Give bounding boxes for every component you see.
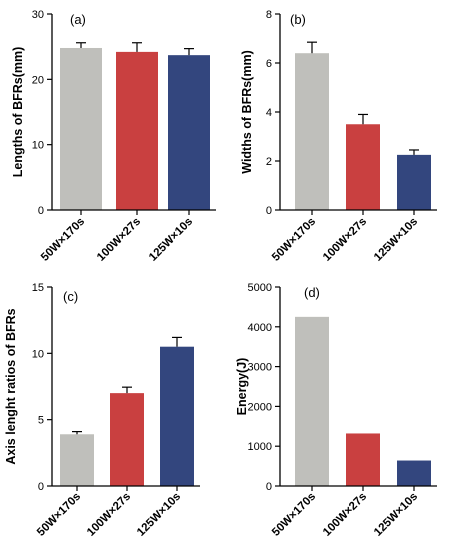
y-tick-label: 3000 (248, 362, 272, 374)
bar-3 (397, 460, 431, 486)
x-tick-label: 50W×170s (39, 216, 87, 264)
bar-3 (168, 55, 210, 210)
bar-1 (295, 316, 329, 486)
y-tick-label: 15 (32, 282, 44, 294)
y-tick-label: 0 (38, 205, 44, 217)
panel-label: (c) (63, 289, 78, 304)
y-tick-label: 5 (38, 415, 44, 427)
bar-1 (60, 47, 102, 211)
y-tick-label: 5000 (248, 282, 272, 294)
x-tick-label: 100W×27s (321, 491, 369, 539)
x-tick-label: 100W×27s (85, 491, 133, 539)
y-tick-label: 10 (32, 140, 44, 152)
y-tick-label: 10 (32, 348, 44, 360)
bar-2 (346, 124, 380, 210)
chart-panel-1: 0 10 20 30 50W×170s 100W×27s 125W×10s Lengths o… (11, 9, 216, 264)
bar-2 (346, 433, 380, 486)
chart-panel-3: 0 5 10 15 50W×170s 100W×27s 125W×10s Axis lengh… (4, 282, 200, 539)
x-tick-label: 125W×10s (372, 491, 420, 539)
bar-1 (295, 53, 329, 211)
y-tick-label: 0 (266, 205, 272, 217)
bar-3 (397, 154, 431, 210)
x-tick-label: 50W×170s (35, 491, 83, 539)
x-tick-label: 100W×27s (95, 216, 143, 264)
bar-1 (60, 434, 94, 486)
x-tick-label: 50W×170s (270, 216, 318, 264)
y-tick-label: 0 (266, 481, 272, 493)
panel-label: (d) (304, 285, 320, 300)
x-tick-label: 125W×10s (135, 491, 183, 539)
panel-label: (a) (70, 12, 86, 27)
bar-3 (160, 346, 194, 486)
y-tick-label: 30 (32, 9, 44, 21)
panel-label: (b) (290, 12, 306, 27)
y-tick-label: 0 (38, 481, 44, 493)
x-tick-label: 125W×10s (147, 216, 195, 264)
chart-panel-4: 0 1000 2000 3000 4000 5000 50W×170s 100W×27s 125… (235, 282, 437, 539)
y-tick-label: 2000 (248, 401, 272, 413)
y-axis-title: Widths of BFRs(mm) (240, 50, 254, 174)
y-tick-label: 20 (32, 74, 44, 86)
y-tick-label: 1000 (248, 441, 272, 453)
y-axis-title: Axis lenght ratios of BFRs (4, 308, 18, 464)
x-tick-label: 100W×27s (321, 216, 369, 264)
y-tick-label: 4 (266, 107, 272, 119)
x-tick-label: 50W×170s (270, 491, 318, 539)
bar-2 (110, 393, 144, 486)
bar-2 (116, 51, 158, 210)
y-tick-label: 6 (266, 58, 272, 70)
y-tick-label: 4000 (248, 322, 272, 334)
y-axis-title: Lengths of BFRs(mm) (11, 47, 25, 178)
y-tick-label: 2 (266, 156, 272, 168)
x-tick-label: 125W×10s (372, 216, 420, 264)
y-tick-label: 8 (266, 9, 272, 21)
y-axis-title: Energy(J) (235, 358, 249, 416)
chart-panel-2: 0 2 4 6 8 50W×170s 100W×27s 125W×10s Widths of B… (240, 9, 437, 264)
